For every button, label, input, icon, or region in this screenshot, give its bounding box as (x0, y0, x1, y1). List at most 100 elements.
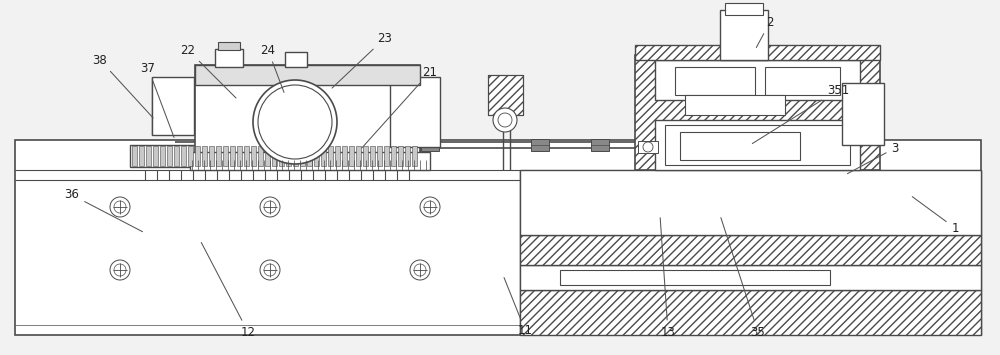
Bar (160, 146, 165, 166)
Bar (638, 141, 658, 153)
Bar (258, 146, 263, 166)
Bar (195, 65, 420, 160)
Bar (342, 146, 347, 166)
Bar (311, 139, 329, 151)
Bar (307, 146, 312, 166)
Bar (230, 146, 235, 166)
Bar (146, 146, 151, 166)
Bar (195, 146, 200, 166)
Text: 3: 3 (847, 142, 899, 174)
Bar (195, 65, 420, 85)
Bar (720, 10, 768, 60)
Bar (153, 146, 158, 166)
Bar (167, 146, 172, 166)
Bar (675, 67, 755, 95)
Bar (265, 146, 270, 166)
Circle shape (260, 197, 280, 217)
Bar (488, 75, 523, 115)
Bar (279, 146, 284, 166)
Bar (412, 146, 417, 166)
Bar (285, 52, 307, 67)
Circle shape (643, 142, 653, 152)
Bar (384, 146, 389, 166)
Bar (488, 75, 523, 115)
Bar (363, 146, 368, 166)
Bar (272, 146, 277, 166)
Circle shape (420, 197, 440, 217)
Circle shape (110, 260, 130, 280)
Bar (405, 146, 410, 166)
Bar (655, 60, 860, 100)
Bar (15, 140, 981, 335)
Bar (300, 146, 305, 166)
Text: 36: 36 (65, 189, 143, 232)
Bar (391, 146, 396, 166)
Bar (842, 83, 884, 145)
Bar (188, 146, 193, 166)
Bar (421, 139, 439, 151)
Bar (685, 95, 785, 115)
Text: 37: 37 (141, 61, 174, 137)
Bar (174, 146, 179, 166)
Bar (520, 290, 981, 335)
Bar (765, 67, 840, 95)
Bar (286, 146, 291, 166)
Bar (520, 170, 981, 235)
Bar (328, 146, 333, 166)
Bar (349, 146, 354, 166)
Bar (215, 49, 243, 67)
Circle shape (260, 260, 280, 280)
Bar (335, 146, 340, 166)
Bar (560, 270, 830, 285)
Text: 1: 1 (912, 197, 959, 235)
Text: 22: 22 (180, 44, 236, 98)
Bar (181, 146, 186, 166)
Text: 35: 35 (721, 218, 765, 339)
Bar (356, 146, 361, 166)
Text: 38: 38 (93, 54, 153, 118)
Circle shape (253, 80, 337, 164)
Bar (665, 125, 850, 165)
Bar (591, 139, 609, 151)
Bar (321, 146, 326, 166)
Bar (398, 146, 403, 166)
Text: 24: 24 (260, 44, 284, 92)
Circle shape (410, 260, 430, 280)
Bar (218, 42, 240, 50)
Circle shape (110, 197, 130, 217)
Bar (390, 77, 440, 147)
Bar (221, 139, 239, 151)
Bar (130, 145, 420, 167)
Bar (251, 146, 256, 166)
Bar (216, 146, 221, 166)
Bar (520, 235, 981, 265)
Bar (132, 146, 137, 166)
Text: 2: 2 (756, 16, 774, 48)
Bar (531, 139, 549, 151)
Bar (680, 132, 800, 160)
Text: 13: 13 (660, 218, 675, 339)
Bar (520, 265, 981, 290)
Bar (190, 152, 430, 170)
Text: 23: 23 (332, 32, 392, 88)
Bar (152, 77, 194, 135)
Bar (209, 146, 214, 166)
Bar (244, 146, 249, 166)
Text: 11: 11 (504, 278, 532, 337)
Bar (237, 146, 242, 166)
Bar (725, 3, 763, 15)
Bar (635, 55, 880, 170)
Bar (377, 146, 382, 166)
Text: 21: 21 (362, 66, 438, 148)
Bar (293, 146, 298, 166)
Bar (655, 120, 860, 170)
Bar (139, 146, 144, 166)
Bar (314, 146, 319, 166)
Bar (370, 146, 375, 166)
Circle shape (493, 108, 517, 132)
Text: 12: 12 (201, 242, 256, 339)
Bar (635, 45, 880, 60)
Bar (223, 146, 228, 166)
Text: 351: 351 (752, 83, 849, 143)
Bar (202, 146, 207, 166)
